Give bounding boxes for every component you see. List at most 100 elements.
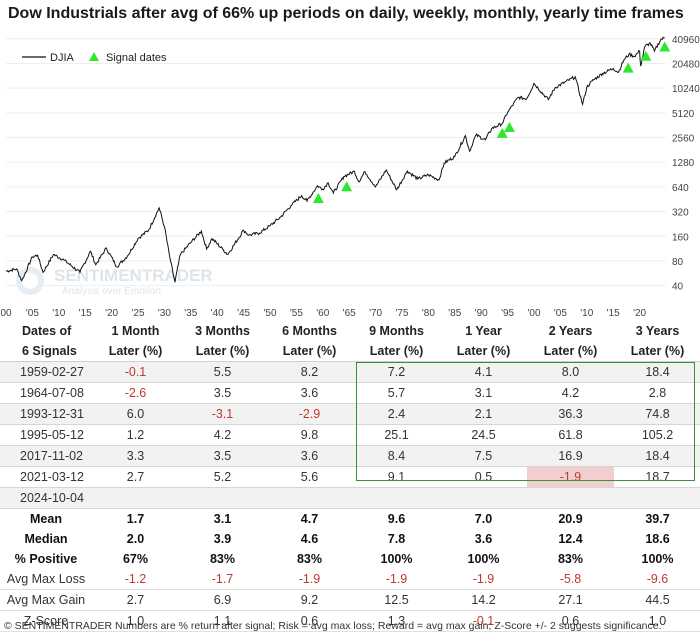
column-header-sub: Later (%) bbox=[266, 341, 353, 362]
y-tick-label: 2560 bbox=[672, 134, 695, 145]
stat-cell: -0.1 bbox=[440, 610, 527, 632]
stat-cell: -1.9 bbox=[266, 569, 353, 590]
stat-cell: 100% bbox=[380, 552, 413, 566]
table-row: 2021-03-12 2.7 5.2 5.6 9.1 0.5 -1.9 18.7 bbox=[0, 466, 700, 488]
column-header: 6 Months bbox=[282, 324, 337, 338]
table-cell bbox=[92, 487, 179, 509]
table-cell: -0.1 bbox=[92, 361, 179, 383]
table-header-row: 6 Signals Later (%) Later (%) Later (%) Late… bbox=[0, 341, 700, 362]
x-tick-label: '15 bbox=[79, 308, 92, 319]
stat-cell: 4.6 bbox=[300, 532, 319, 546]
table-row: 2024-10-04 bbox=[0, 487, 700, 509]
x-tick-label: '35 bbox=[184, 308, 197, 319]
table-header-row: Dates of 1 Month 3 Months 6 Months 9 Months 1… bbox=[0, 321, 700, 341]
stat-cell: 4.7 bbox=[300, 512, 319, 526]
stat-cell: 0.6 bbox=[266, 610, 353, 632]
stat-row: Avg Max Loss -1.2 -1.7 -1.9 -1.9 -1.9 -5.8 -9.6 bbox=[0, 569, 700, 590]
table-cell bbox=[440, 487, 527, 509]
stat-cell: 1.7 bbox=[126, 512, 145, 526]
signal-date: 2021-03-12 bbox=[0, 466, 92, 488]
table-row: 1993-12-31 6.0 -3.1 -2.9 2.4 2.1 36.3 74.8 bbox=[0, 403, 700, 425]
stat-cell: -1.2 bbox=[92, 569, 179, 590]
signal-marker bbox=[622, 62, 634, 73]
table-cell: 4.1 bbox=[440, 361, 527, 383]
y-tick-label: 40960 bbox=[672, 35, 700, 46]
stat-label: Avg Max Gain bbox=[0, 589, 92, 611]
stat-cell: 27.1 bbox=[527, 589, 614, 611]
table-cell: 2.1 bbox=[440, 403, 527, 425]
x-tick-label: '40 bbox=[211, 308, 224, 319]
chart-title: Dow Industrials after avg of 66% up peri… bbox=[8, 5, 684, 22]
x-tick-label: '50 bbox=[263, 308, 276, 319]
stat-cell: 100% bbox=[641, 552, 674, 566]
x-tick-label: '25 bbox=[131, 308, 144, 319]
x-tick-label: 00 bbox=[0, 308, 12, 319]
y-tick-label: 640 bbox=[672, 183, 689, 194]
x-tick-label: '95 bbox=[501, 308, 514, 319]
signal-date: 2017-11-02 bbox=[0, 445, 92, 467]
legend-djia-label: DJIA bbox=[50, 52, 75, 64]
signal-markers bbox=[312, 41, 671, 203]
table-cell bbox=[527, 487, 614, 509]
table-cell: 3.3 bbox=[92, 445, 179, 467]
x-tick-label: '65 bbox=[343, 308, 356, 319]
x-axis-ticks: 00 '05 '10 '15 '20 '25 '30 '35 '40 '45 '50 '55 '60 '6… bbox=[0, 308, 646, 319]
stat-cell: 83% bbox=[209, 552, 236, 566]
stat-cell: 6.9 bbox=[179, 589, 266, 611]
stat-label: Z-Score bbox=[0, 610, 92, 632]
x-tick-label: '10 bbox=[52, 308, 65, 319]
column-header: Dates of bbox=[22, 324, 72, 338]
column-header: 1 Month bbox=[111, 324, 160, 338]
signal-date: 1993-12-31 bbox=[0, 403, 92, 425]
table-cell: 2.4 bbox=[353, 403, 440, 425]
signal-marker bbox=[659, 41, 671, 52]
stat-cell: 39.7 bbox=[645, 512, 670, 526]
table-cell: 3.6 bbox=[266, 382, 353, 404]
y-tick-label: 20480 bbox=[672, 59, 700, 70]
y-axis-ticks: 40960 20480 10240 5120 2560 1280 640 320 160 80 40 bbox=[672, 35, 700, 293]
stat-cell: 100% bbox=[467, 552, 500, 566]
table-cell: 2.8 bbox=[614, 382, 700, 404]
table-cell: 7.5 bbox=[440, 445, 527, 467]
y-tick-label: 320 bbox=[672, 208, 689, 219]
table-cell: 25.1 bbox=[353, 424, 440, 446]
table-row: 1995-05-12 1.2 4.2 9.8 25.1 24.5 61.8 105.2 bbox=[0, 424, 700, 446]
x-tick-label: '75 bbox=[395, 308, 408, 319]
table-cell: 61.8 bbox=[527, 424, 614, 446]
table-cell: -2.9 bbox=[266, 403, 353, 425]
column-header-sub: Later (%) bbox=[92, 341, 179, 362]
x-tick-label: '70 bbox=[369, 308, 382, 319]
table-cell: 7.2 bbox=[353, 361, 440, 383]
watermark-tagline: Analysis over Emotion bbox=[62, 286, 161, 297]
legend-signal-label: Signal dates bbox=[106, 52, 167, 64]
stat-row: Z-Score 1.0 1.1 0.6 1.3 -0.1 0.6 1.0 bbox=[0, 610, 700, 632]
x-tick-label: '55 bbox=[290, 308, 303, 319]
table-row: 1959-02-27 -0.1 5.5 8.2 7.2 4.1 8.0 18.4 bbox=[0, 361, 700, 383]
table-cell bbox=[614, 487, 700, 509]
table-cell: 36.3 bbox=[527, 403, 614, 425]
column-header: 2 Years bbox=[548, 324, 593, 338]
column-header-sub: Later (%) bbox=[353, 341, 440, 362]
x-tick-label: '90 bbox=[475, 308, 488, 319]
table-cell: 4.2 bbox=[179, 424, 266, 446]
x-tick-label: '60 bbox=[316, 308, 329, 319]
table-cell: 3.6 bbox=[266, 445, 353, 467]
djia-series-line bbox=[5, 36, 665, 283]
table-cell: 16.9 bbox=[527, 445, 614, 467]
signal-marker bbox=[341, 181, 353, 192]
table-cell: 2.7 bbox=[92, 466, 179, 488]
stat-row: % Positive 67% 83% 83% 100% 100% 83% 100% bbox=[0, 549, 700, 569]
stat-cell: 3.1 bbox=[213, 512, 232, 526]
stat-cell: -1.7 bbox=[179, 569, 266, 590]
table-cell: 3.5 bbox=[179, 445, 266, 467]
table-cell: 5.5 bbox=[179, 361, 266, 383]
x-tick-label: '85 bbox=[448, 308, 461, 319]
footer-note: © SENTIMENTRADER Numbers are % return af… bbox=[4, 620, 662, 632]
stat-cell: 7.0 bbox=[474, 512, 493, 526]
x-tick-label: '10 bbox=[580, 308, 593, 319]
legend: DJIA Signal dates bbox=[22, 52, 167, 64]
y-tick-label: 80 bbox=[672, 257, 684, 268]
table-cell: 18.4 bbox=[614, 445, 700, 467]
table-cell: 105.2 bbox=[614, 424, 700, 446]
stat-cell: 83% bbox=[557, 552, 584, 566]
